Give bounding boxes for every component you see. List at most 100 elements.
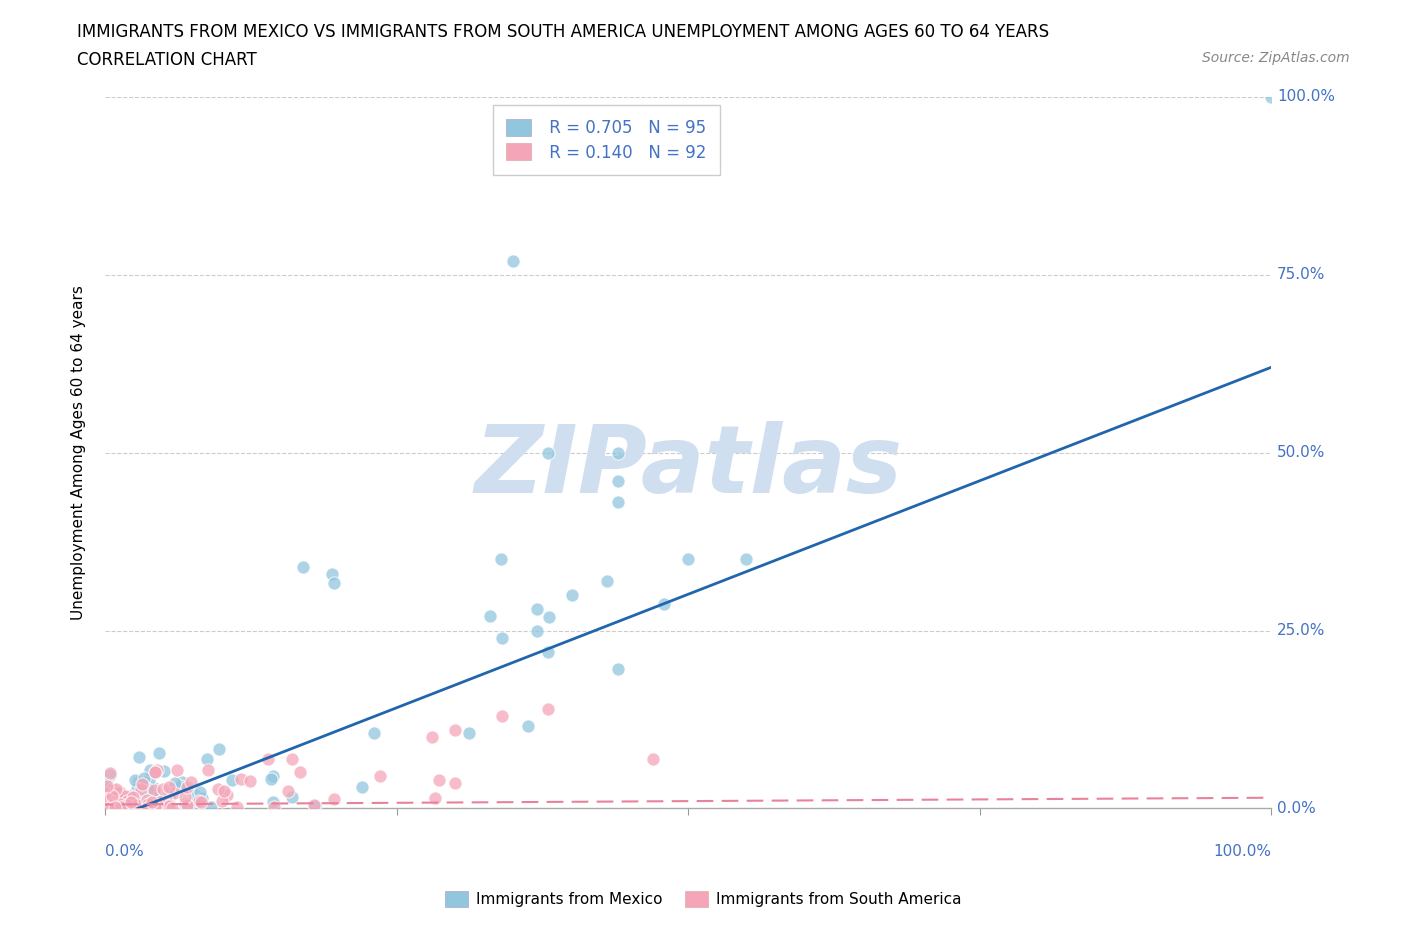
Point <box>277 783 299 798</box>
Point <box>537 609 560 624</box>
Point <box>200 799 222 814</box>
Point <box>143 782 166 797</box>
Point <box>157 779 180 794</box>
Point <box>141 790 163 804</box>
Point <box>129 782 152 797</box>
Point <box>221 772 243 787</box>
Point <box>197 763 219 777</box>
Point <box>120 794 142 809</box>
Point <box>131 791 153 806</box>
Point <box>104 801 127 816</box>
Point <box>152 781 174 796</box>
Point <box>560 588 582 603</box>
Point <box>125 781 148 796</box>
Point <box>122 790 145 804</box>
Point <box>145 762 167 777</box>
Point <box>98 765 121 780</box>
Y-axis label: Unemployment Among Ages 60 to 64 years: Unemployment Among Ages 60 to 64 years <box>72 286 86 620</box>
Point <box>288 764 311 779</box>
Point <box>104 800 127 815</box>
Point <box>183 800 205 815</box>
Point <box>321 567 343 582</box>
Point <box>141 794 163 809</box>
Point <box>489 551 512 566</box>
Point <box>96 786 118 801</box>
Point <box>211 793 233 808</box>
Point <box>425 790 447 805</box>
Point <box>239 773 262 788</box>
Point <box>139 762 162 777</box>
Point <box>231 772 253 787</box>
Point <box>128 799 150 814</box>
Point <box>323 576 346 591</box>
Point <box>120 789 142 804</box>
Point <box>111 801 134 816</box>
Point <box>143 764 166 779</box>
Point <box>420 730 443 745</box>
Point <box>94 792 117 807</box>
Point <box>132 777 155 792</box>
Point <box>136 782 159 797</box>
Point <box>142 785 165 800</box>
Point <box>156 794 179 809</box>
Point <box>108 797 131 812</box>
Point <box>107 787 129 802</box>
Point <box>146 791 169 806</box>
Point <box>187 793 209 808</box>
Point <box>350 779 373 794</box>
Point <box>131 793 153 808</box>
Point <box>131 777 153 791</box>
Point <box>101 788 124 803</box>
Point <box>105 801 128 816</box>
Point <box>537 701 560 716</box>
Point <box>190 795 212 810</box>
Text: 75.0%: 75.0% <box>1277 267 1326 283</box>
Point <box>153 764 176 778</box>
Point <box>281 790 304 804</box>
Point <box>654 596 676 611</box>
Point <box>135 796 157 811</box>
Point <box>136 796 159 811</box>
Point <box>478 609 501 624</box>
Point <box>262 794 284 809</box>
Point <box>427 772 450 787</box>
Point <box>100 796 122 811</box>
Point <box>159 798 181 813</box>
Point <box>537 644 560 659</box>
Point <box>134 779 156 794</box>
Point <box>101 798 124 813</box>
Point <box>173 790 195 804</box>
Point <box>215 788 238 803</box>
Point <box>676 551 699 566</box>
Legend: Immigrants from Mexico, Immigrants from South America: Immigrants from Mexico, Immigrants from … <box>439 884 967 913</box>
Point <box>146 800 169 815</box>
Point <box>191 790 214 805</box>
Point <box>1260 89 1282 104</box>
Point <box>160 800 183 815</box>
Point <box>363 726 385 741</box>
Point <box>122 800 145 815</box>
Point <box>177 799 200 814</box>
Point <box>108 798 131 813</box>
Point <box>128 750 150 764</box>
Point <box>138 773 160 788</box>
Point <box>127 797 149 812</box>
Point <box>176 797 198 812</box>
Point <box>104 782 127 797</box>
Point <box>157 799 180 814</box>
Point <box>136 801 159 816</box>
Point <box>142 780 165 795</box>
Point <box>97 801 120 816</box>
Point <box>138 798 160 813</box>
Point <box>117 798 139 813</box>
Point <box>143 800 166 815</box>
Point <box>97 792 120 807</box>
Point <box>104 798 127 813</box>
Point <box>98 767 121 782</box>
Point <box>607 662 630 677</box>
Point <box>115 798 138 813</box>
Point <box>108 785 131 800</box>
Point <box>110 788 132 803</box>
Point <box>146 801 169 816</box>
Point <box>208 741 231 756</box>
